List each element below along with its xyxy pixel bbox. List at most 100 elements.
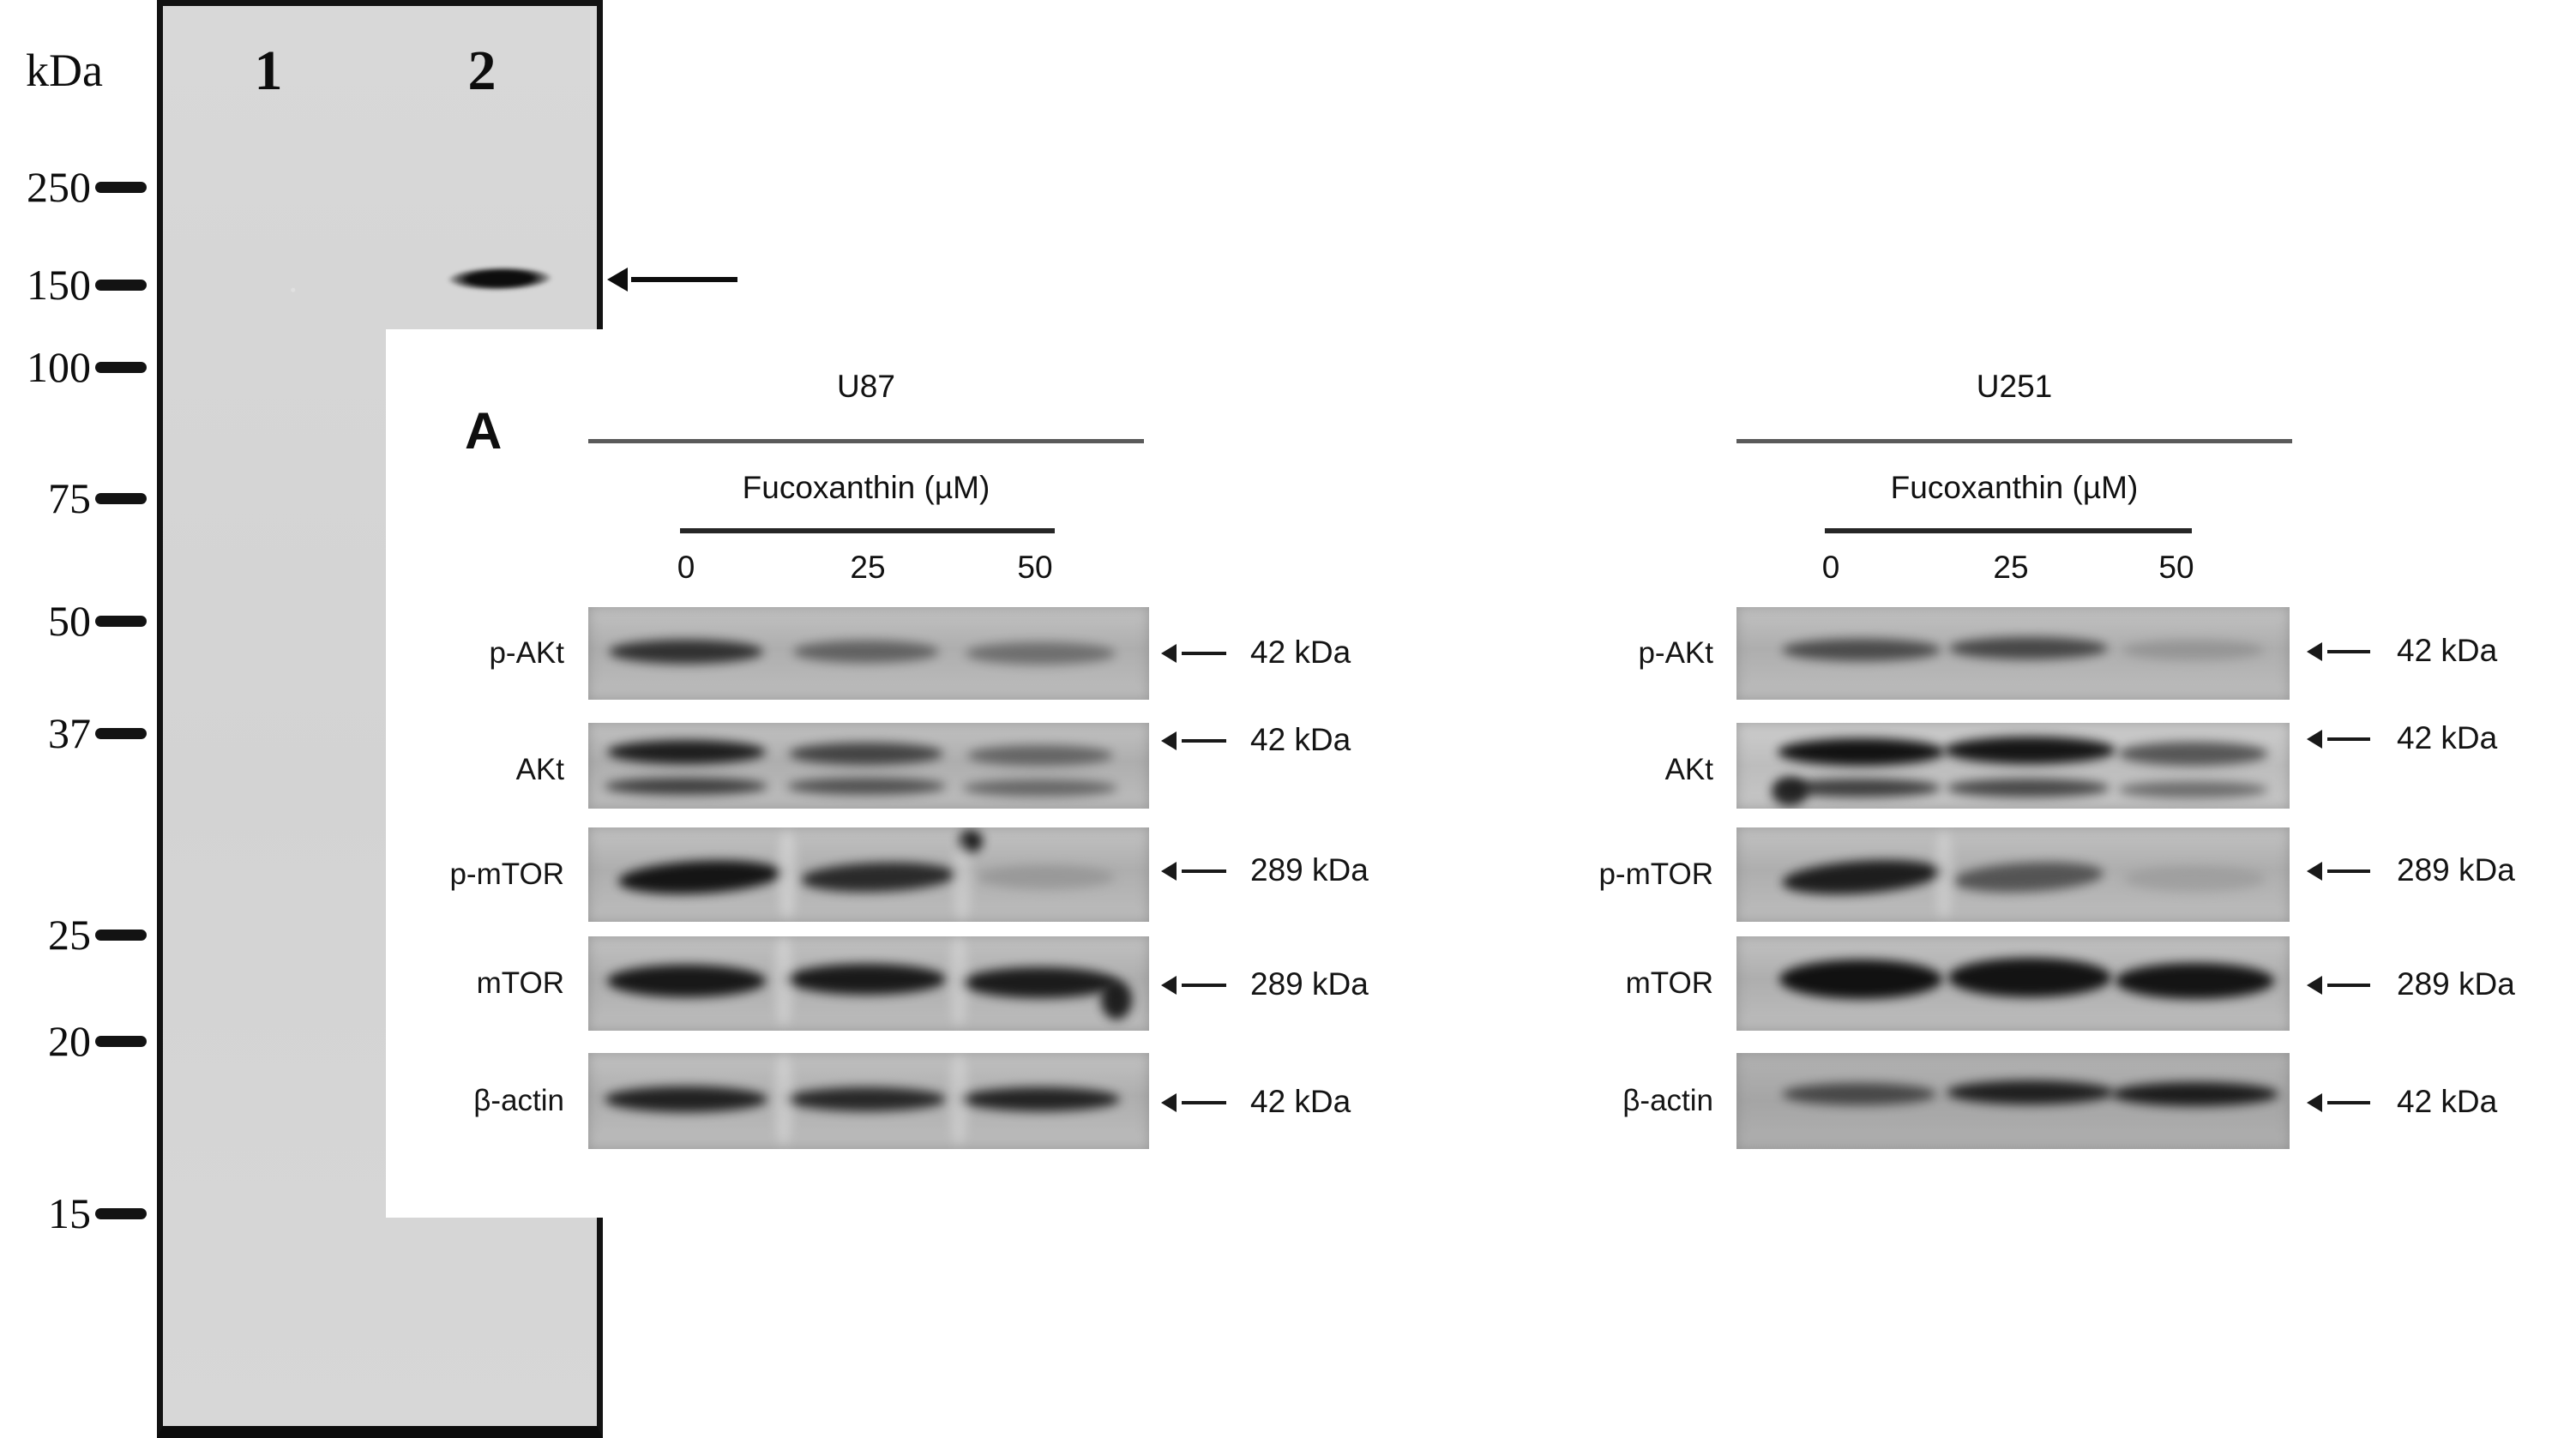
u87-weight-mtor: 289 kDa: [1250, 966, 1369, 1002]
protein-band: [1779, 960, 1942, 999]
ladder-marker-value: 20: [48, 1017, 91, 1065]
ladder-marker-value: 150: [27, 261, 91, 309]
ladder-marker-100: 100: [0, 341, 154, 393]
protein-band: [606, 740, 766, 764]
protein-band: [1944, 737, 2116, 764]
u87-treatment-label: Fucoxanthin (µM): [742, 470, 990, 505]
u251-weight-akt: 42 kDa: [2397, 720, 2498, 755]
ladder-marker-value: 25: [48, 911, 91, 959]
protein-band: [1952, 858, 2104, 896]
u251-arrow-mtor: [2307, 976, 2370, 995]
u251-row-label-akt: AKt: [1664, 753, 1713, 786]
u251-arrow-p-akt: [2307, 642, 2370, 661]
u87-title: U87: [837, 369, 895, 404]
ladder-tick: [95, 930, 147, 941]
protein-band: [2115, 963, 2274, 999]
u87-dose-line: [680, 528, 1055, 533]
protein-band: [786, 1087, 946, 1111]
ladder-tick: [95, 1208, 147, 1219]
ladder-marker-value: 50: [48, 597, 91, 645]
u87-weight-p-akt: 42 kDa: [1250, 635, 1351, 670]
protein-band: [1777, 738, 1945, 766]
u87-header-line: [588, 439, 1144, 443]
ladder-marker-value: 37: [48, 709, 91, 757]
u87-row-label-b-actin: β-actin: [473, 1084, 564, 1117]
protein-band: [789, 743, 943, 765]
protein-band: [959, 830, 983, 852]
protein-band: [1778, 779, 1941, 797]
protein-band: [1947, 779, 2110, 797]
u251-blot-strip-p-mtor: [1736, 827, 2290, 922]
u87-blot-strip-mtor: [588, 936, 1149, 1031]
ladder-marker-value: 100: [27, 343, 91, 391]
u251-dose-25: 25: [1993, 550, 2029, 585]
protein-band: [1782, 1083, 1936, 1105]
protein-band: [963, 779, 1117, 797]
protein-band: [1946, 1080, 2114, 1104]
protein-band: [774, 1053, 793, 1146]
u251-weight-mtor: 289 kDa: [2397, 966, 2515, 1002]
u251-blot-strip-mtor: [1736, 936, 2290, 1031]
u251-blot-strip-p-akt: [1736, 607, 2290, 700]
u251-row-label-b-actin: β-actin: [1622, 1084, 1713, 1117]
protein-band: [953, 836, 972, 922]
u251-dose-line: [1825, 528, 2192, 533]
protein-band: [609, 640, 763, 664]
u251-weight-b-actin: 42 kDa: [2397, 1084, 2498, 1119]
protein-band: [963, 967, 1117, 998]
ladder-marker-value: 250: [27, 163, 91, 211]
u87-blot-strip-p-akt: [588, 607, 1149, 700]
u87-arrow-p-mtor: [1161, 862, 1226, 881]
u87-row-label-mtor: mTOR: [476, 966, 564, 1000]
ladder-tick: [95, 728, 147, 739]
ladder-tick: [95, 182, 147, 193]
u87-weight-p-mtor: 289 kDa: [1250, 852, 1369, 887]
u251-row-label-mtor: mTOR: [1625, 966, 1713, 1000]
protein-band: [1781, 639, 1941, 661]
u87-row-label-p-akt: p-AKt: [489, 636, 564, 670]
u251-blot-strip-b-actin: [1736, 1053, 2290, 1149]
ladder-marker-value: 15: [48, 1189, 91, 1237]
ladder-marker-150: 150: [0, 259, 154, 310]
protein-band: [949, 1053, 968, 1146]
u87-row-label-p-mtor: p-mTOR: [449, 857, 564, 891]
band-pointer-arrow: [607, 268, 737, 292]
ladder-tick: [95, 280, 147, 291]
protein-band: [960, 1087, 1120, 1111]
u251-dose-0: 0: [1821, 550, 1840, 585]
protein-band: [2117, 742, 2268, 766]
protein-band: [606, 965, 766, 997]
ladder-marker-value: 75: [48, 474, 91, 522]
ladder-tick: [95, 616, 147, 627]
u87-dose-0: 0: [677, 550, 695, 585]
protein-band: [778, 830, 797, 919]
protein-band: [2122, 640, 2264, 660]
ladder-tick: [95, 1036, 147, 1047]
ladder-marker-15: 15: [0, 1188, 154, 1239]
protein-band: [1935, 830, 1953, 919]
protein-band: [786, 964, 946, 995]
protein-band: [967, 745, 1113, 766]
ladder-marker-50: 50: [0, 595, 154, 647]
ladder-marker-250: 250: [0, 161, 154, 213]
protein-band: [800, 859, 956, 895]
u87-blot-strip-akt: [588, 723, 1149, 809]
u251-treatment-label: Fucoxanthin (µM): [1890, 470, 2139, 505]
lane-label-1: 1: [254, 39, 283, 102]
u251-row-label-p-akt: p-AKt: [1638, 636, 1713, 670]
u251-weight-p-akt: 42 kDa: [2397, 633, 2498, 668]
u251-title: U251: [1976, 369, 2053, 404]
protein-band: [1948, 958, 2111, 997]
protein-band: [605, 778, 767, 795]
protein-band: [617, 857, 782, 898]
ladder-marker-37: 37: [0, 707, 154, 759]
u87-blot-strip-b-actin: [588, 1053, 1149, 1149]
u251-arrow-p-mtor: [2307, 862, 2370, 881]
protein-band: [1101, 980, 1132, 1020]
u87-arrow-mtor: [1161, 976, 1226, 995]
protein-band: [793, 641, 939, 663]
u87-arrow-akt: [1161, 731, 1226, 750]
ladder-unit-label: kDa: [26, 45, 103, 96]
protein-band: [2123, 866, 2266, 892]
